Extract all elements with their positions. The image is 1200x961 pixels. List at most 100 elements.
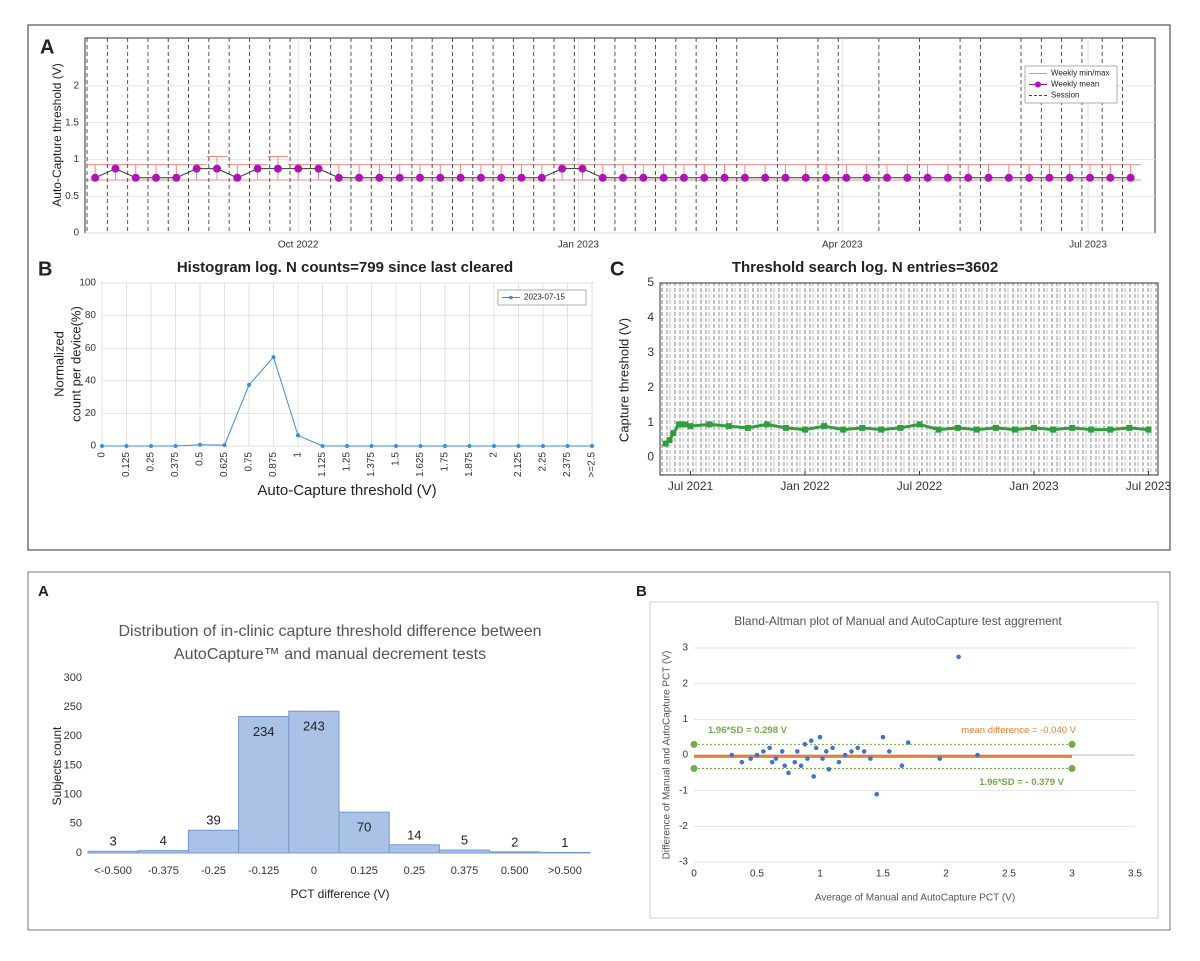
- x-tick-label: >=2.5: [587, 452, 598, 478]
- marker: [882, 173, 891, 182]
- point: [861, 749, 867, 754]
- point: [769, 759, 775, 765]
- legend-label: 2023-07-15: [524, 293, 565, 302]
- x-tick-label: Jan 2023: [1009, 479, 1059, 493]
- marker: [296, 433, 300, 438]
- x-tick-label: -0.125: [248, 865, 279, 877]
- x-tick-label: 2.25: [538, 452, 549, 472]
- x-tick-label: 3.5: [1128, 869, 1142, 880]
- y-tick-label: -2: [679, 821, 688, 832]
- y-tick-label: 1: [682, 714, 688, 725]
- y-axis-label: Auto-Capture threshold (V): [50, 63, 64, 206]
- x-tick-label: 0.875: [268, 452, 279, 477]
- y-tick-label: -3: [679, 857, 688, 868]
- marker: [973, 426, 980, 433]
- point: [773, 756, 779, 761]
- x-tick-label: 0.5: [195, 452, 206, 466]
- limit-end: [690, 765, 698, 773]
- y-tick-label: 3: [682, 643, 688, 654]
- bar: [489, 851, 541, 854]
- marker: [497, 173, 506, 182]
- y-tick-label: 40: [85, 375, 97, 386]
- bar: [87, 850, 139, 854]
- chart-title: Histogram log. N counts=799 since last c…: [177, 259, 513, 276]
- marker: [916, 421, 923, 428]
- marker: [578, 164, 587, 173]
- marker: [320, 444, 325, 448]
- y-tick-label: 80: [85, 310, 97, 321]
- point: [748, 756, 753, 761]
- marker: [565, 444, 570, 448]
- x-tick-label: 2.375: [562, 452, 573, 477]
- point: [880, 734, 886, 740]
- x-tick-label: Jul 2021: [668, 479, 714, 493]
- marker: [558, 164, 567, 173]
- x-tick-label: 1.25: [342, 452, 353, 472]
- point: [817, 734, 823, 740]
- y-tick-label: 0: [76, 847, 82, 859]
- marker: [662, 440, 669, 447]
- y-tick-label: -1: [679, 785, 688, 796]
- y-tick-label: 0.5: [65, 191, 79, 202]
- marker: [681, 421, 688, 428]
- data-label: 4: [160, 833, 167, 848]
- point: [887, 749, 892, 754]
- x-axis-label: Average of Manual and AutoCapture PCT (V…: [815, 893, 1015, 904]
- x-tick-label: Oct 2022: [278, 240, 319, 251]
- marker: [1086, 173, 1095, 182]
- data-label: 14: [407, 827, 421, 842]
- point: [761, 749, 766, 754]
- x-tick-label: <-0.500: [94, 865, 132, 877]
- bar: [438, 849, 491, 854]
- point: [937, 756, 942, 761]
- x-tick-label: Apr 2023: [822, 240, 863, 251]
- x-tick-label: 0.125: [121, 452, 132, 477]
- marker: [355, 173, 364, 182]
- marker: [253, 164, 262, 173]
- marker: [687, 423, 694, 430]
- marker: [801, 173, 810, 182]
- x-tick-label: >0.500: [548, 865, 582, 877]
- x-tick-label: Jan 2023: [558, 240, 600, 251]
- chart-title: Threshold search log. N entries=3602: [732, 259, 998, 276]
- data-label: 70: [357, 820, 371, 835]
- marker: [878, 426, 885, 433]
- x-tick-label: 0.5: [750, 869, 764, 880]
- x-tick-label: Jul 2022: [897, 479, 943, 493]
- plot-frame: [84, 37, 1156, 234]
- marker: [212, 164, 221, 173]
- annotation: 1.96*SD = 0.298 V: [708, 725, 788, 736]
- point: [782, 763, 788, 768]
- marker: [842, 173, 851, 182]
- point: [826, 766, 832, 772]
- y-tick-label: 300: [64, 672, 82, 684]
- x-tick-label: 2.125: [513, 452, 524, 477]
- x-tick-label: -0.375: [148, 865, 179, 877]
- point: [868, 756, 873, 761]
- legend-swatch: [509, 295, 513, 300]
- chart-title: AutoCapture™ and manual decrement tests: [174, 646, 486, 663]
- marker: [639, 173, 648, 182]
- x-tick-label: Jan 2022: [780, 479, 830, 493]
- data-label: 1: [561, 835, 568, 850]
- marker: [517, 173, 526, 182]
- marker: [590, 444, 594, 448]
- point: [975, 752, 980, 758]
- y-tick-label: 4: [647, 310, 654, 324]
- marker: [821, 423, 828, 430]
- marker: [1011, 426, 1018, 433]
- x-tick-label: 0.25: [146, 452, 157, 472]
- marker: [862, 173, 871, 182]
- marker: [923, 173, 932, 182]
- chart-title: Distribution of in-clinic capture thresh…: [118, 623, 541, 640]
- point: [739, 759, 745, 765]
- x-tick-label: 0: [311, 865, 317, 877]
- x-tick-label: 1.875: [464, 452, 475, 477]
- panel-label: A: [38, 583, 49, 600]
- point: [729, 752, 735, 758]
- x-tick-label: 0.125: [350, 865, 378, 877]
- marker: [659, 173, 668, 182]
- y-tick-label: 1.5: [65, 117, 79, 128]
- bar: [238, 716, 290, 854]
